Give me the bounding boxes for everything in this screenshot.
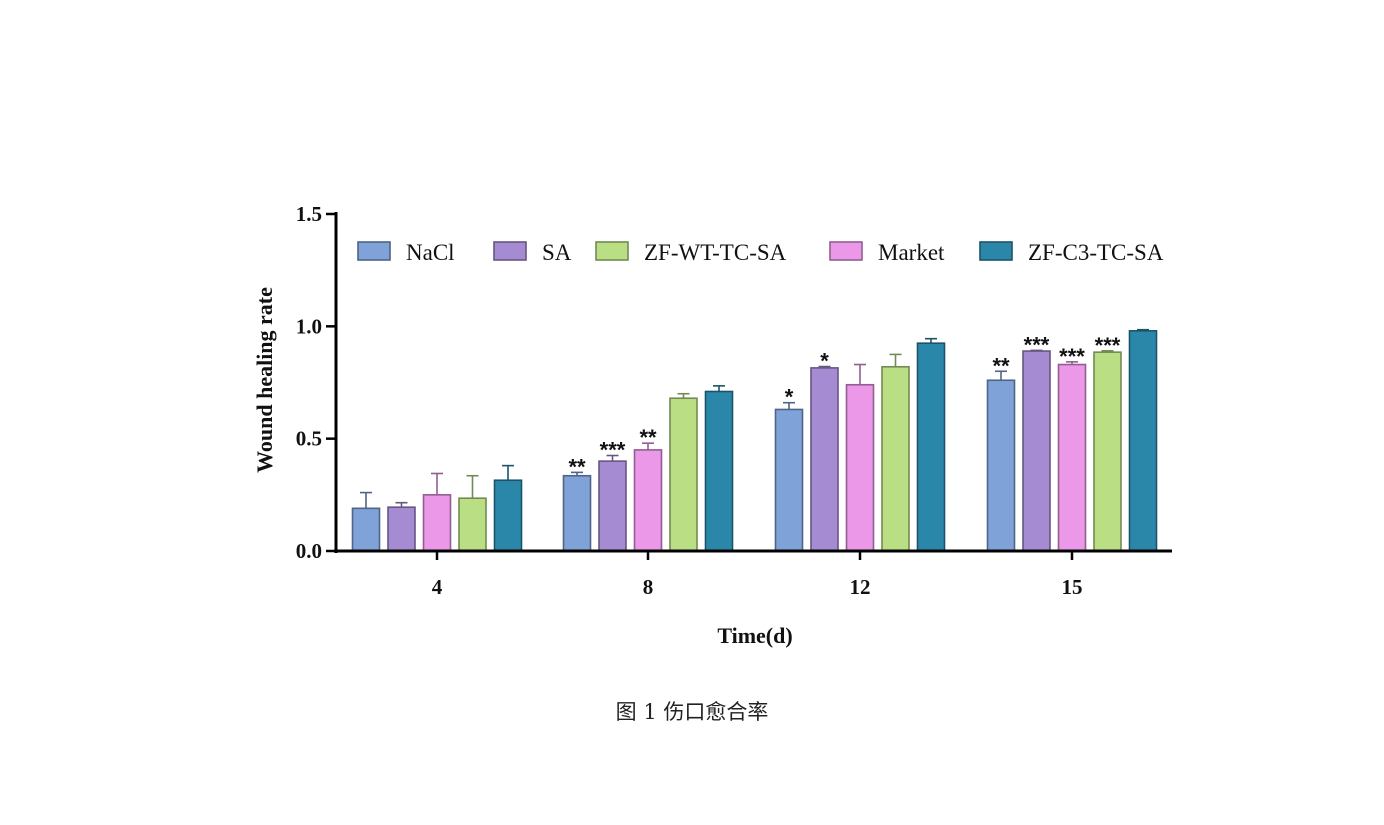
significance-label: ** <box>568 454 586 479</box>
bar <box>493 479 523 552</box>
significance-label: *** <box>1059 344 1085 369</box>
legend-swatch <box>357 241 391 261</box>
y-axis-title: Wound healing rate <box>252 287 277 473</box>
bar <box>562 474 592 552</box>
bar <box>1128 330 1158 552</box>
x-axis-title: Time(d) <box>717 623 792 648</box>
bar <box>881 365 910 552</box>
legend: NaCl SA ZF-WT-TC-SA Market ZF-C3-TC-SA <box>357 240 1164 265</box>
y-tick-label: 1.5 <box>296 202 322 226</box>
x-tick-label: 15 <box>1062 575 1083 599</box>
y-tick-label: 0.0 <box>296 539 322 563</box>
bar <box>810 367 839 552</box>
significance-label: *** <box>1095 333 1121 358</box>
y-tick-label: 0.5 <box>296 427 322 451</box>
bar <box>1022 350 1051 552</box>
significance-label: * <box>785 385 794 410</box>
significance-label: * <box>820 349 829 374</box>
legend-label: Market <box>878 240 945 265</box>
y-tick-label: 1.0 <box>296 314 322 338</box>
significance-label: ** <box>639 425 657 450</box>
bar <box>387 506 416 552</box>
bar <box>669 397 698 552</box>
bar <box>422 494 452 552</box>
legend-label: NaCl <box>406 240 455 265</box>
bar <box>986 379 1016 552</box>
significance-label: *** <box>600 438 626 463</box>
legend-swatch <box>493 241 527 261</box>
legend-label: SA <box>542 240 572 265</box>
bar <box>774 408 804 552</box>
bar <box>704 390 734 552</box>
bar <box>458 497 487 552</box>
figure-caption: 图 1 伤口愈合率 <box>615 700 769 724</box>
bar <box>916 342 946 552</box>
legend-swatch <box>829 241 863 261</box>
bar <box>633 449 663 552</box>
legend-swatch <box>595 241 629 261</box>
x-tick-label: 4 <box>432 575 443 599</box>
bar-chart: ***************** *** 0.00.51.01.54 8 12 15 … <box>252 202 1172 648</box>
legend-swatch <box>979 241 1013 261</box>
axes-layer: 0.0 0.5 1.0 1.5 4 8 12 15 <box>296 202 1172 599</box>
bar <box>1093 351 1122 552</box>
bar <box>351 507 381 552</box>
bar <box>1057 363 1087 552</box>
bars-layer: ***************** *** <box>351 328 1158 552</box>
legend-label: ZF-C3-TC-SA <box>1028 240 1164 265</box>
bar <box>598 460 627 552</box>
significance-label: *** <box>1024 332 1050 357</box>
significance-label: ** <box>992 353 1010 378</box>
x-tick-label: 12 <box>850 575 871 599</box>
legend-label: ZF-WT-TC-SA <box>644 240 787 265</box>
bar <box>845 383 875 552</box>
x-tick-label: 8 <box>643 575 654 599</box>
